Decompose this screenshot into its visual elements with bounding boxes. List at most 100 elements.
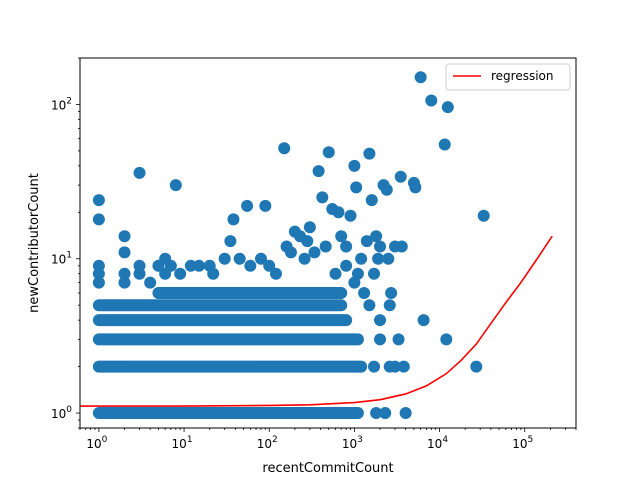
- x-axis-ticks: 100 101 102 103 104 105: [79, 428, 577, 451]
- y-tick-label-2: 102: [51, 96, 72, 112]
- data-point-1: [92, 213, 105, 226]
- data-point-0: [92, 194, 105, 207]
- data-point-49: [340, 240, 353, 253]
- data-point-6: [118, 246, 131, 259]
- data-point-65: [395, 240, 408, 253]
- y-axis-label: newContributorCount: [27, 173, 42, 313]
- data-point-91: [392, 333, 405, 346]
- data-point-62: [385, 286, 398, 299]
- data-point-24: [224, 235, 237, 248]
- data-point-77: [477, 209, 490, 222]
- data-point-75: [440, 333, 453, 346]
- regression-line: [80, 235, 553, 407]
- data-point-85: [351, 267, 364, 280]
- data-point-47: [332, 206, 345, 219]
- data-point-87: [372, 252, 385, 265]
- data-point-93: [340, 259, 353, 272]
- data-point-29: [254, 252, 267, 265]
- data-point-42: [312, 165, 325, 178]
- x-tick-label-0: 100: [86, 435, 107, 451]
- data-point-12: [144, 276, 157, 289]
- y-tick-label-1: 101: [51, 251, 72, 267]
- data-point-50: [344, 209, 357, 222]
- data-point-73: [438, 138, 451, 151]
- data-point-55: [363, 147, 376, 160]
- data-point-3: [92, 267, 105, 280]
- data-point-56: [365, 194, 378, 207]
- data-point-81: [383, 299, 396, 312]
- data-point-41: [308, 246, 321, 259]
- data-point-11: [133, 267, 146, 280]
- legend: regression: [445, 63, 571, 91]
- data-point-89: [379, 407, 392, 420]
- data-point-7: [118, 267, 131, 280]
- data-point-23: [218, 252, 231, 265]
- data-point-27: [241, 199, 254, 212]
- y-tick-label-0: 100: [51, 405, 72, 421]
- x-tick-label-2: 102: [257, 435, 278, 451]
- data-point-51: [348, 159, 361, 172]
- data-point-44: [319, 240, 332, 253]
- data-point-67: [399, 407, 412, 420]
- data-point-69: [409, 181, 422, 194]
- data-point-9: [133, 166, 146, 179]
- data-point-61: [382, 252, 395, 265]
- x-axis-label: recentCommitCount: [262, 461, 393, 476]
- data-point-17: [164, 259, 177, 272]
- data-point-25: [227, 213, 240, 226]
- data-point-58: [374, 240, 387, 253]
- data-point-35: [284, 246, 297, 259]
- regression-series: [80, 235, 553, 407]
- data-point-92: [368, 360, 381, 373]
- data-point-22: [207, 267, 220, 280]
- data-point-31: [263, 259, 276, 272]
- data-point-26: [233, 252, 246, 265]
- data-point-66: [397, 360, 410, 373]
- data-point-20: [193, 259, 206, 272]
- data-point-52: [350, 181, 363, 194]
- data-point-28: [244, 259, 257, 272]
- x-tick-label-5: 105: [512, 435, 533, 451]
- data-point-90: [389, 360, 402, 373]
- data-point-57: [370, 230, 383, 243]
- data-point-74: [441, 101, 454, 114]
- data-point-64: [394, 170, 407, 183]
- data-point-82: [374, 333, 387, 346]
- x-tick-label-3: 103: [342, 435, 363, 451]
- legend-regression-label: regression: [491, 69, 554, 83]
- data-point-80: [374, 314, 387, 327]
- scatter-points: [92, 71, 490, 420]
- plot-frame: [79, 57, 577, 429]
- data-point-71: [417, 314, 430, 327]
- data-point-53: [355, 252, 368, 265]
- data-point-18: [174, 267, 187, 280]
- data-point-4: [92, 276, 105, 289]
- data-point-16: [169, 179, 182, 192]
- data-point-78: [358, 286, 371, 299]
- legend-box: [445, 63, 571, 91]
- data-point-19: [184, 259, 197, 272]
- y-axis-ticks: 100 101 102: [51, 57, 80, 429]
- data-point-60: [380, 183, 393, 196]
- data-point-30: [259, 199, 272, 212]
- data-point-8: [118, 276, 131, 289]
- data-point-39: [301, 235, 314, 248]
- data-point-5: [118, 230, 131, 243]
- data-point-40: [303, 221, 316, 234]
- data-point-45: [322, 146, 335, 159]
- data-point-76: [470, 360, 483, 373]
- data-point-79: [363, 299, 376, 312]
- data-point-88: [370, 407, 383, 420]
- scatter-bands: [92, 286, 368, 420]
- x-tick-label-1: 101: [172, 435, 193, 451]
- data-point-32: [269, 267, 282, 280]
- data-point-54: [360, 235, 373, 248]
- data-point-70: [414, 71, 427, 84]
- data-point-33: [278, 142, 291, 155]
- data-point-38: [298, 252, 311, 265]
- data-point-72: [425, 94, 438, 107]
- data-point-48: [335, 230, 348, 243]
- data-point-94: [329, 267, 342, 280]
- data-point-86: [368, 267, 381, 280]
